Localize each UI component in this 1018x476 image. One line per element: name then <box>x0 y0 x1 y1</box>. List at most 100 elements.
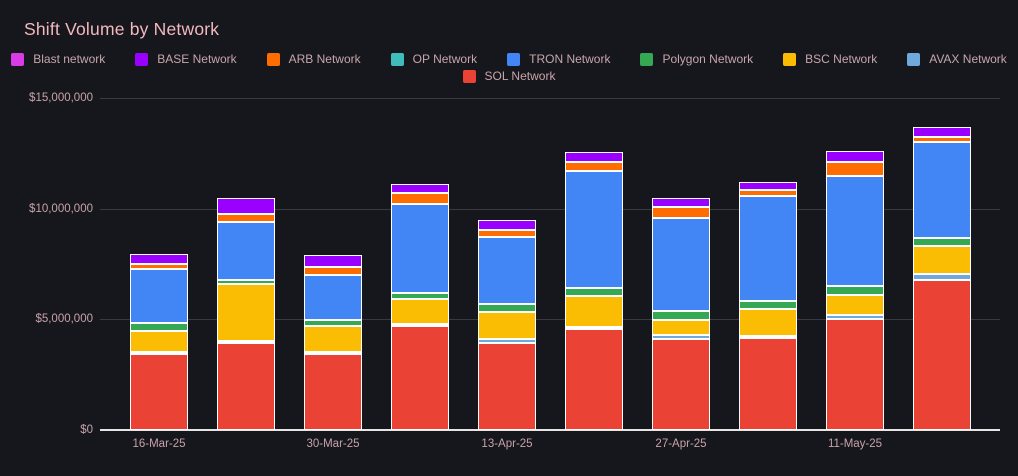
bar-segment-sol-network[interactable] <box>652 339 710 430</box>
bar-segment-base-network[interactable] <box>478 220 536 230</box>
bar-segment-avax-network[interactable] <box>913 273 971 280</box>
bar-segment-base-network[interactable] <box>130 254 188 265</box>
bar-segment-avax-network[interactable] <box>391 323 449 326</box>
bar-segment-base-network[interactable] <box>565 152 623 163</box>
bar-segment-polygon-network[interactable] <box>826 285 884 296</box>
legend-item-bsc-network[interactable]: BSC Network <box>783 52 877 66</box>
bar-segment-bsc-network[interactable] <box>565 296 623 328</box>
bar-segment-arb-network[interactable] <box>391 193 449 205</box>
x-axis-line <box>100 429 1000 431</box>
bar-segment-polygon-network[interactable] <box>913 237 971 247</box>
bar-segment-bsc-network[interactable] <box>217 284 275 341</box>
bar-segment-tron-network[interactable] <box>130 269 188 324</box>
bar-segment-arb-network[interactable] <box>478 229 536 238</box>
bar-segment-avax-network[interactable] <box>739 336 797 339</box>
bar-segment-avax-network[interactable] <box>304 351 362 354</box>
legend-item-base-network[interactable]: BASE Network <box>135 52 237 66</box>
bar-segment-bsc-network[interactable] <box>130 330 188 352</box>
bar-segment-base-network[interactable] <box>217 197 275 215</box>
bar-segment-polygon-network[interactable] <box>478 303 536 312</box>
bar-segment-avax-network[interactable] <box>478 339 536 343</box>
bar-18-May-25[interactable] <box>913 126 971 430</box>
bar-segment-tron-network[interactable] <box>391 204 449 293</box>
bar-segment-polygon-network[interactable] <box>391 292 449 299</box>
bar-20-Apr-25[interactable] <box>565 152 623 430</box>
bar-segment-tron-network[interactable] <box>565 170 623 288</box>
bar-segment-tron-network[interactable] <box>913 141 971 238</box>
bar-segment-arb-network[interactable] <box>130 264 188 270</box>
bar-segment-bsc-network[interactable] <box>913 246 971 274</box>
legend-item-tron-network[interactable]: TRON Network <box>507 52 610 66</box>
bar-segment-sol-network[interactable] <box>391 325 449 430</box>
legend-item-avax-network[interactable]: AVAX Network <box>907 52 1007 66</box>
legend-item-polygon-network[interactable]: Polygon Network <box>640 52 753 66</box>
bar-segment-arb-network[interactable] <box>217 214 275 223</box>
bar-segment-base-network[interactable] <box>304 255 362 268</box>
bar-segment-avax-network[interactable] <box>217 340 275 343</box>
bar-16-Mar-25[interactable] <box>130 254 188 430</box>
bar-segment-tron-network[interactable] <box>304 275 362 320</box>
bar-segment-arb-network[interactable] <box>565 162 623 171</box>
bar-segment-tron-network[interactable] <box>478 237 536 304</box>
legend-swatch-icon <box>135 52 149 66</box>
bar-segment-polygon-network[interactable] <box>652 310 710 320</box>
bar-segment-bsc-network[interactable] <box>826 295 884 315</box>
bar-segment-base-network[interactable] <box>391 184 449 194</box>
bar-segment-bsc-network[interactable] <box>391 298 449 324</box>
bar-segment-tron-network[interactable] <box>826 176 884 286</box>
bar-4-May-25[interactable] <box>739 182 797 430</box>
bar-segment-sol-network[interactable] <box>913 279 971 430</box>
bar-11-May-25[interactable] <box>826 151 884 430</box>
bar-segment-avax-network[interactable] <box>565 327 623 330</box>
legend-item-arb-network[interactable]: ARB Network <box>266 52 361 66</box>
bar-segment-arb-network[interactable] <box>652 206 710 218</box>
bar-segment-polygon-network[interactable] <box>565 287 623 297</box>
bar-segment-bsc-network[interactable] <box>304 326 362 352</box>
legend-swatch-icon <box>266 52 280 66</box>
bar-segment-arb-network[interactable] <box>739 189 797 197</box>
y-axis-tick-label: $0 <box>80 424 93 436</box>
bar-segment-tron-network[interactable] <box>217 222 275 280</box>
bar-segment-bsc-network[interactable] <box>652 319 710 336</box>
bar-segment-sol-network[interactable] <box>826 319 884 430</box>
bar-segment-base-network[interactable] <box>739 182 797 190</box>
legend-item-label: SOL Network <box>484 69 556 83</box>
bar-segment-polygon-network[interactable] <box>217 279 275 285</box>
bar-segment-avax-network[interactable] <box>130 351 188 354</box>
bar-segment-arb-network[interactable] <box>304 267 362 276</box>
legend-swatch-icon <box>390 52 404 66</box>
bar-segment-arb-network[interactable] <box>913 136 971 142</box>
bar-segment-sol-network[interactable] <box>304 353 362 430</box>
legend-item-sol-network[interactable]: SOL Network <box>462 69 556 83</box>
bar-segment-sol-network[interactable] <box>739 338 797 430</box>
bar-segment-sol-network[interactable] <box>130 353 188 430</box>
legend-item-op-network[interactable]: OP Network <box>390 52 477 66</box>
bar-segment-avax-network[interactable] <box>826 314 884 320</box>
page-title: Shift Volume by Network <box>24 19 220 39</box>
bar-segment-sol-network[interactable] <box>565 329 623 430</box>
legend-row-1: Blast network BASE Network ARB Network OP N… <box>11 52 1007 66</box>
bar-segment-polygon-network[interactable] <box>739 301 797 309</box>
bar-27-Apr-25[interactable] <box>652 198 710 430</box>
legend-swatch-icon <box>640 52 654 66</box>
bar-segment-avax-network[interactable] <box>652 335 710 340</box>
legend-item-blast-network[interactable]: Blast network <box>11 52 105 66</box>
bar-segment-tron-network[interactable] <box>652 217 710 311</box>
bar-segment-base-network[interactable] <box>913 126 971 137</box>
bar-segment-sol-network[interactable] <box>478 342 536 430</box>
bar-30-Mar-25[interactable] <box>304 255 362 430</box>
legend-item-label: BASE Network <box>157 52 237 66</box>
bar-segment-base-network[interactable] <box>826 151 884 163</box>
bar-segment-bsc-network[interactable] <box>478 311 536 340</box>
bar-13-Apr-25[interactable] <box>478 220 536 430</box>
bar-segment-polygon-network[interactable] <box>304 319 362 327</box>
bar-segment-polygon-network[interactable] <box>130 323 188 331</box>
bar-segment-sol-network[interactable] <box>217 342 275 430</box>
bar-segment-tron-network[interactable] <box>739 196 797 302</box>
bar-segment-base-network[interactable] <box>652 198 710 207</box>
bar-6-Apr-25[interactable] <box>391 184 449 430</box>
bar-23-Mar-25[interactable] <box>217 197 275 430</box>
bar-segment-bsc-network[interactable] <box>739 308 797 337</box>
bar-segment-arb-network[interactable] <box>826 162 884 177</box>
